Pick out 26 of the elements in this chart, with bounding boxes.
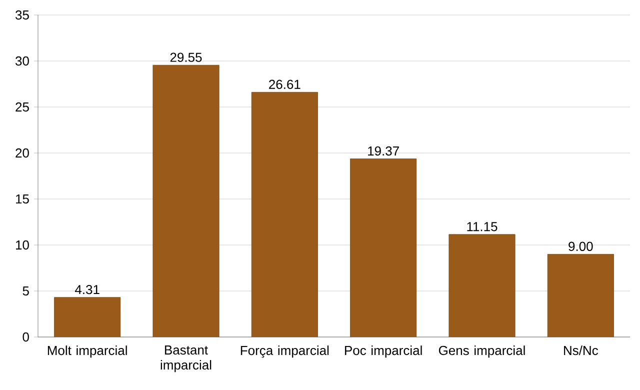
y-tick-label: 15	[16, 194, 29, 204]
bar	[251, 92, 318, 337]
y-tick-label: 20	[16, 148, 29, 158]
data-label: 29.55	[170, 52, 202, 62]
bar	[54, 297, 121, 337]
bar	[152, 64, 220, 337]
x-tick-label: Poc imparcial	[345, 346, 422, 358]
bar	[350, 158, 417, 337]
data-label: 11.15	[467, 222, 498, 232]
x-tick-label: Gens imparcial	[438, 346, 525, 358]
bar	[448, 234, 516, 337]
data-label: 4.31	[74, 284, 100, 294]
x-tick-label: Molt imparcial	[48, 346, 127, 358]
y-tick-label: 25	[16, 102, 29, 112]
x-tick-label: Força imparcial	[240, 346, 329, 358]
data-label: 26.61	[269, 80, 300, 89]
x-tick-label: Ns/Nc	[564, 346, 598, 356]
data-label: 19.37	[368, 146, 399, 156]
data-label: 9.00	[568, 242, 593, 251]
y-tick-label: 35	[16, 10, 29, 20]
y-tick-label: 30	[16, 56, 29, 66]
bar	[547, 254, 614, 337]
y-tick-label: 0	[22, 332, 29, 342]
y-tick-label: 10	[16, 240, 29, 250]
x-tick-label: Bastant imparcial	[160, 346, 212, 372]
y-tick-label: 5	[22, 286, 29, 296]
